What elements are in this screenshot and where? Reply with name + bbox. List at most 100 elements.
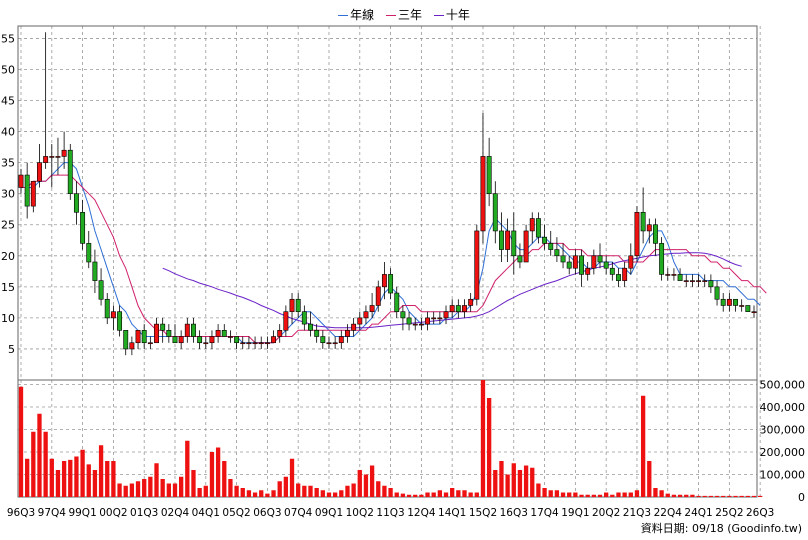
- volume-bar: [647, 461, 652, 497]
- candle-body: [227, 336, 233, 338]
- candle-body: [480, 156, 486, 232]
- volume-bar: [234, 485, 239, 497]
- volume-bar: [296, 483, 301, 497]
- candle-body: [425, 317, 430, 325]
- volume-bar: [628, 492, 633, 497]
- volume-bar: [517, 470, 523, 497]
- candle-body: [412, 323, 418, 326]
- volume-bar: [49, 458, 54, 497]
- candlesticks: [18, 32, 757, 356]
- candle-body: [191, 323, 196, 337]
- volume-bar: [751, 495, 757, 497]
- volume-bar: [579, 494, 584, 497]
- candle-body: [264, 342, 270, 345]
- volume-bar: [536, 483, 541, 497]
- candle-body: [37, 162, 42, 182]
- volume-bar: [25, 458, 30, 497]
- volume-bar: [68, 459, 73, 497]
- volume-bar: [43, 431, 48, 497]
- volume-bar: [86, 464, 91, 497]
- candle-body: [215, 330, 221, 337]
- volume-bar: [671, 494, 677, 497]
- candle-body: [160, 323, 166, 331]
- volume-bar: [493, 470, 498, 497]
- volume-bar: [677, 494, 683, 497]
- candle-body: [277, 330, 283, 337]
- x-tick-label: 26Q3: [746, 507, 774, 519]
- volume-bar: [758, 495, 763, 497]
- volume-bar: [585, 494, 590, 497]
- candle-body: [474, 230, 480, 300]
- volume-bar: [591, 494, 597, 497]
- volume-bar: [456, 490, 461, 497]
- candle-body: [258, 342, 264, 345]
- candle-body: [418, 323, 424, 326]
- volume-bar: [369, 465, 375, 497]
- volume-bar: [105, 461, 110, 497]
- candle-body: [123, 330, 129, 350]
- candle-body: [529, 218, 535, 232]
- candle-body: [622, 267, 628, 281]
- volume-bar: [142, 479, 147, 497]
- volume-bar: [98, 445, 104, 497]
- candle-body: [301, 311, 307, 325]
- volume-bar: [332, 492, 338, 497]
- x-tick-label: 01Q3: [130, 507, 158, 519]
- price-tick-label: 10: [1, 312, 15, 325]
- candle-body: [708, 280, 714, 288]
- candle-body: [400, 311, 406, 319]
- candle-body: [49, 156, 55, 158]
- candle-body: [357, 317, 363, 325]
- volume-bar: [486, 398, 492, 497]
- candle-body: [369, 305, 375, 312]
- candle-body: [486, 156, 492, 194]
- volume-bar: [209, 452, 215, 497]
- candle-body: [517, 255, 523, 263]
- volume-bar: [222, 461, 227, 497]
- candle-body: [579, 255, 584, 275]
- price-tick-label: 15: [1, 281, 15, 294]
- grid-lines: [18, 26, 761, 497]
- candle-body: [751, 311, 757, 313]
- candle-body: [320, 336, 326, 344]
- x-tick-label: 06Q3: [253, 507, 281, 519]
- candle-body: [283, 311, 289, 331]
- volume-bar: [197, 488, 202, 497]
- candle-body: [733, 298, 738, 306]
- candle-body: [505, 230, 511, 250]
- candle-body: [135, 330, 141, 344]
- volume-bar: [135, 481, 141, 497]
- volume-tick-label: 0: [798, 491, 805, 504]
- ma-line-three-year: [21, 174, 767, 344]
- x-tick-label: 17Q4: [530, 507, 559, 519]
- candle-body: [683, 280, 689, 282]
- x-tick-label: 19Q1: [561, 507, 589, 519]
- volume-tick-label: 100,000: [760, 469, 806, 482]
- candle-body: [585, 267, 591, 275]
- candle-body: [141, 330, 147, 344]
- candle-body: [702, 280, 708, 282]
- volume-bars: [18, 380, 763, 497]
- price-tick-label: 55: [1, 32, 15, 45]
- volume-bar: [363, 474, 369, 497]
- volume-tick-label: 200,000: [760, 446, 806, 459]
- volume-bar: [37, 413, 42, 497]
- candle-body: [221, 330, 227, 337]
- candle-body: [43, 156, 49, 163]
- volume-bar: [468, 492, 473, 497]
- candle-body: [498, 230, 504, 250]
- price-tick-label: 25: [1, 219, 15, 232]
- candle-body: [597, 255, 603, 263]
- volume-bar: [640, 395, 646, 497]
- x-tick-label: 96Q3: [7, 507, 35, 519]
- x-tick-label: 00Q2: [99, 507, 127, 519]
- volume-bar: [714, 495, 720, 497]
- volume-bar: [215, 447, 221, 497]
- legend-item-year: 年線: [338, 6, 374, 23]
- candle-body: [554, 249, 560, 257]
- volume-bar: [480, 380, 486, 497]
- candle-body: [462, 305, 467, 312]
- candle-body: [252, 342, 258, 345]
- volume-bar: [277, 481, 282, 497]
